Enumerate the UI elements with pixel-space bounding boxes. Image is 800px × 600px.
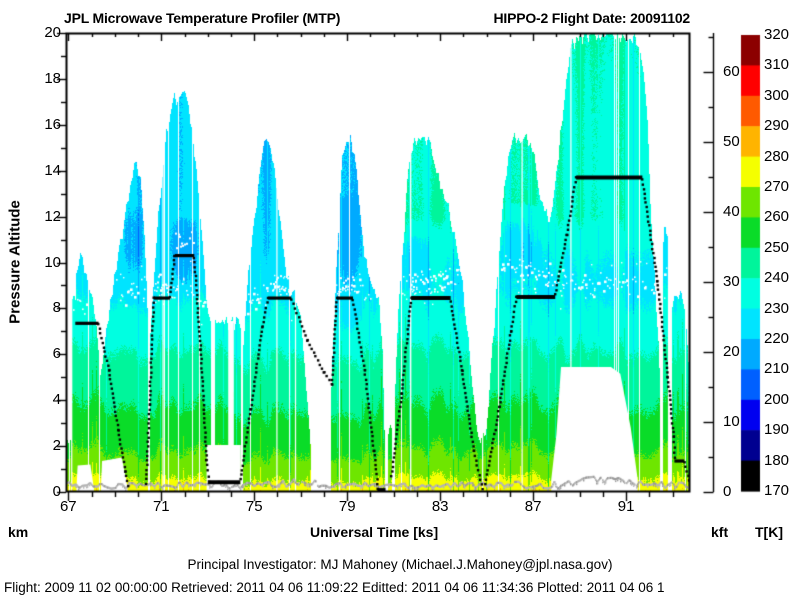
x-tick-label: 79 [338,498,356,515]
flight-title: HIPPO-2 Flight Date: 20091102 [493,10,690,26]
colorbar-tick-label: 310 [764,56,790,74]
colorbar-tick-label: 170 [764,482,790,499]
temperature-unit-label: T[K] [755,524,783,540]
kft-unit-label: kft [711,524,729,540]
kft-tick-label: 30 [723,273,740,291]
x-tick-label: 83 [431,498,449,515]
colorbar-tick-label: 250 [764,238,790,256]
kft-tick-label: 20 [723,343,740,361]
plot-title: JPL Microwave Temperature Profiler (MTP) [64,10,341,26]
y-tick-label: 10 [44,253,61,271]
flight-timestamps-line: Flight: 2009 11 02 00:00:00 Retrieved: 2… [4,580,665,595]
kft-tick-label: 60 [723,63,740,81]
x-tick-label: 91 [617,498,635,515]
x-tick-label: 71 [152,498,170,515]
colorbar-tick-label: 210 [764,360,790,378]
y-tick-label: 14 [44,161,61,179]
y-tick-label: 4 [52,391,61,409]
y-tick-label: 2 [52,437,61,455]
y-tick-label: 16 [44,115,61,133]
colorbar-tick-label: 260 [764,208,790,226]
y-tick-label: 20 [44,24,61,41]
colorbar-tick-label: 240 [764,269,790,287]
colorbar-tick-label: 320 [764,26,790,43]
x-tick-label: 67 [59,498,77,515]
colorbar-tick-label: 290 [764,117,790,135]
colorbar-tick-label: 280 [764,147,790,165]
colorbar-tick-label: 180 [764,451,790,469]
x-axis-label: Universal Time [ks] [310,524,439,540]
y-tick-label: 8 [52,299,61,317]
colorbar-tick-label: 220 [764,330,790,347]
kft-tick-label: 0 [723,483,732,500]
x-tick-label: 87 [524,498,542,515]
y-tick-label: 0 [52,483,61,500]
y-tick-label: 6 [52,345,61,363]
kft-tick-label: 40 [723,203,740,221]
colorbar-tick-label: 190 [764,421,790,439]
km-unit-label: km [8,524,29,540]
kft-tick-label: 10 [723,413,740,431]
colorbar-tick-label: 270 [764,178,790,195]
principal-investigator-line: Principal Investigator: MJ Mahoney (Mich… [187,557,613,572]
colorbar-tick-label: 200 [764,390,790,408]
y-tick-label: 18 [44,69,61,87]
kft-tick-label: 50 [723,133,740,151]
y-tick-label: 12 [44,207,61,225]
colorbar-tick-label: 300 [764,86,790,104]
colorbar-tick-label: 230 [764,299,790,317]
x-tick-label: 75 [245,498,263,515]
